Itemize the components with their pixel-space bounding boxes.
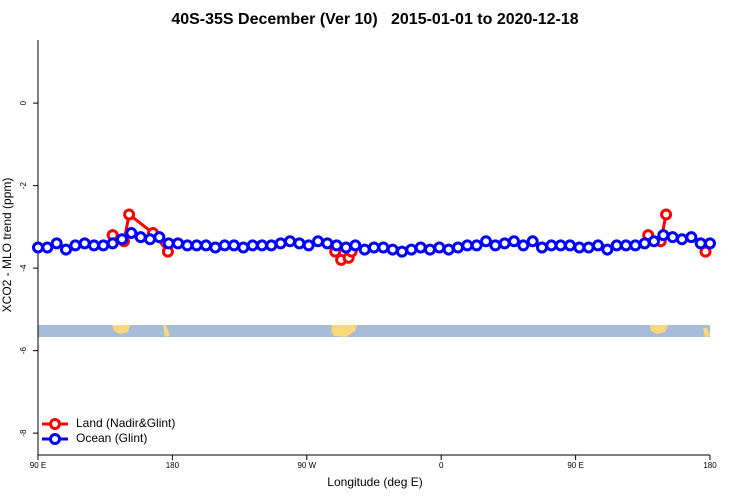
point [246, 239, 259, 252]
point [666, 231, 679, 244]
point [88, 239, 100, 252]
point [676, 233, 688, 246]
point [32, 241, 44, 254]
x-tick-label: 0 [439, 461, 444, 470]
point [50, 237, 63, 250]
point [536, 241, 548, 254]
chart-title: 40S-35S December (Ver 10) 2015-01-01 to … [171, 11, 578, 28]
point [97, 239, 110, 252]
point [116, 233, 128, 246]
legend-label: Land (Nadir&Glint) [76, 416, 175, 430]
point [162, 237, 175, 250]
point [414, 241, 427, 254]
point [274, 237, 287, 250]
point [442, 243, 455, 256]
point [685, 231, 698, 244]
point [573, 241, 586, 254]
point [293, 237, 306, 250]
x-axis-label: Longitude (deg E) [327, 475, 422, 489]
point [657, 229, 670, 242]
point [433, 241, 446, 254]
point [190, 239, 203, 252]
y-tick-label: -6 [19, 347, 28, 355]
point [302, 239, 315, 252]
x-tick-label: 180 [703, 461, 717, 470]
point [144, 233, 156, 246]
y-tick-label: 0 [19, 100, 28, 105]
point [209, 241, 222, 254]
x-tick-label: 90 W [297, 461, 316, 470]
point [134, 231, 147, 244]
point [106, 237, 119, 250]
point [564, 239, 576, 252]
point [218, 239, 231, 252]
x-tick-label: 90 E [567, 461, 583, 470]
point [452, 241, 464, 254]
point [78, 237, 91, 250]
legend-marker [49, 418, 61, 430]
point [123, 208, 136, 221]
y-axis-label: XCO2 - MLO trend (ppm) [0, 178, 14, 313]
point [69, 239, 82, 252]
y-tick-label: -2 [19, 182, 28, 190]
point [704, 237, 716, 250]
legend-marker [49, 433, 61, 445]
map-strip [38, 325, 710, 337]
point [228, 239, 240, 252]
point [284, 235, 296, 248]
point [237, 241, 250, 254]
point [330, 239, 343, 252]
point [386, 243, 399, 256]
point [554, 239, 567, 252]
point [358, 243, 371, 256]
point [545, 239, 558, 252]
point [592, 239, 604, 252]
point [638, 237, 651, 250]
point [629, 239, 642, 252]
point [648, 235, 660, 248]
point [526, 235, 539, 248]
legend-label: Ocean (Glint) [76, 431, 147, 445]
point [312, 235, 324, 248]
point [41, 241, 54, 254]
point [582, 241, 595, 254]
point [424, 243, 436, 256]
point [489, 239, 502, 252]
point [517, 239, 530, 252]
point [470, 239, 483, 252]
point [349, 239, 362, 252]
point [340, 241, 352, 254]
point [256, 239, 268, 252]
point [377, 241, 390, 254]
point [153, 231, 166, 244]
point [200, 239, 212, 252]
y-tick-label: -4 [19, 264, 28, 272]
point [620, 239, 632, 252]
point [368, 241, 380, 254]
point [125, 227, 138, 240]
point [405, 243, 418, 256]
point [181, 239, 194, 252]
point [461, 239, 474, 252]
point [660, 208, 673, 221]
point [498, 237, 511, 250]
point [601, 243, 614, 256]
point [60, 243, 72, 256]
point [480, 235, 492, 248]
point [172, 237, 184, 250]
point [694, 237, 707, 250]
x-tick-label: 180 [166, 461, 180, 470]
point [396, 245, 408, 258]
y-tick-label: -8 [19, 429, 28, 437]
point [508, 235, 520, 248]
point [265, 239, 278, 252]
point [610, 239, 623, 252]
point [321, 237, 334, 250]
x-tick-label: 90 E [30, 461, 46, 470]
